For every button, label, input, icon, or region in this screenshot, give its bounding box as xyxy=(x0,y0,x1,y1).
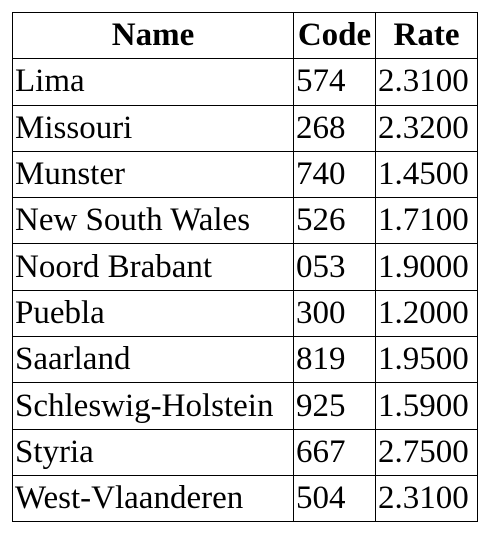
code-cell: 925 xyxy=(294,383,376,429)
name-cell: Styria xyxy=(13,429,294,475)
code-cell: 740 xyxy=(294,151,376,197)
column-header-name: Name xyxy=(13,13,294,59)
rate-cell: 1.4500 xyxy=(376,151,478,197)
rate-cell: 1.7100 xyxy=(376,198,478,244)
rate-cell: 1.5900 xyxy=(376,383,478,429)
header-row: Name Code Rate xyxy=(13,13,478,59)
column-header-rate: Rate xyxy=(376,13,478,59)
table-row: Saarland 819 1.9500 xyxy=(13,337,478,383)
table-row: Missouri 268 2.3200 xyxy=(13,105,478,151)
name-cell: Munster xyxy=(13,151,294,197)
table-row: Munster 740 1.4500 xyxy=(13,151,478,197)
table-row: Noord Brabant 053 1.9000 xyxy=(13,244,478,290)
table-row: Lima 574 2.3100 xyxy=(13,59,478,105)
table-container: Name Code Rate Lima 574 2.3100 Missouri … xyxy=(12,12,478,522)
code-cell: 667 xyxy=(294,429,376,475)
name-cell: New South Wales xyxy=(13,198,294,244)
rate-cell: 2.3100 xyxy=(376,59,478,105)
name-cell: Schleswig-Holstein xyxy=(13,383,294,429)
name-cell: Puebla xyxy=(13,290,294,336)
code-cell: 300 xyxy=(294,290,376,336)
name-cell: West-Vlaanderen xyxy=(13,475,294,521)
name-cell: Noord Brabant xyxy=(13,244,294,290)
code-cell: 053 xyxy=(294,244,376,290)
code-cell: 574 xyxy=(294,59,376,105)
code-cell: 819 xyxy=(294,337,376,383)
code-cell: 268 xyxy=(294,105,376,151)
table-row: West-Vlaanderen 504 2.3100 xyxy=(13,475,478,521)
data-table: Name Code Rate Lima 574 2.3100 Missouri … xyxy=(12,12,478,522)
name-cell: Lima xyxy=(13,59,294,105)
column-header-code: Code xyxy=(294,13,376,59)
rate-cell: 2.7500 xyxy=(376,429,478,475)
rate-cell: 1.9000 xyxy=(376,244,478,290)
rate-cell: 2.3100 xyxy=(376,475,478,521)
table-row: Schleswig-Holstein 925 1.5900 xyxy=(13,383,478,429)
code-cell: 526 xyxy=(294,198,376,244)
table-row: Styria 667 2.7500 xyxy=(13,429,478,475)
table-row: New South Wales 526 1.7100 xyxy=(13,198,478,244)
code-cell: 504 xyxy=(294,475,376,521)
rate-cell: 2.3200 xyxy=(376,105,478,151)
name-cell: Saarland xyxy=(13,337,294,383)
name-cell: Missouri xyxy=(13,105,294,151)
rate-cell: 1.2000 xyxy=(376,290,478,336)
table-row: Puebla 300 1.2000 xyxy=(13,290,478,336)
rate-cell: 1.9500 xyxy=(376,337,478,383)
